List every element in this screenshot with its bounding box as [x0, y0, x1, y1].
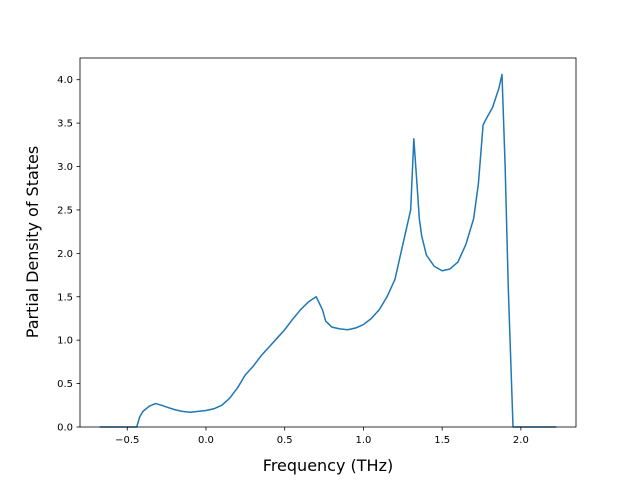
y-tick-label: 4.0: [57, 75, 73, 86]
y-axis-label: Partial Density of States: [23, 146, 42, 338]
x-ticks: −0.5 0.0 0.5 1.0 1.5 2.0: [115, 427, 529, 446]
x-axis-label: Frequency (THz): [263, 456, 393, 475]
y-tick-label: 0.0: [57, 423, 73, 434]
y-tick-label: 1.0: [57, 336, 73, 347]
y-ticks: 0.0 0.5 1.0 1.5 2.0 2.5 3.0 3.5 4.0: [57, 75, 80, 434]
x-tick-label: 1.0: [355, 435, 371, 446]
x-tick-label: 0.5: [277, 435, 293, 446]
axes: [79, 57, 577, 428]
plot-area: [99, 73, 557, 428]
x-tick-label: 1.5: [434, 435, 450, 446]
x-tick-label: 2.0: [513, 435, 529, 446]
y-tick-label: 3.0: [57, 162, 73, 173]
axes-frame: [79, 57, 577, 428]
x-tick-label: −0.5: [115, 435, 139, 446]
y-tick-label: 1.5: [57, 292, 73, 303]
y-tick-label: 3.5: [57, 119, 73, 130]
x-tick-label: 0.0: [198, 435, 214, 446]
series-line-0: [99, 73, 557, 428]
y-tick-label: 2.5: [57, 205, 73, 216]
y-tick-label: 2.0: [57, 249, 73, 260]
y-tick-label: 0.5: [57, 379, 73, 390]
